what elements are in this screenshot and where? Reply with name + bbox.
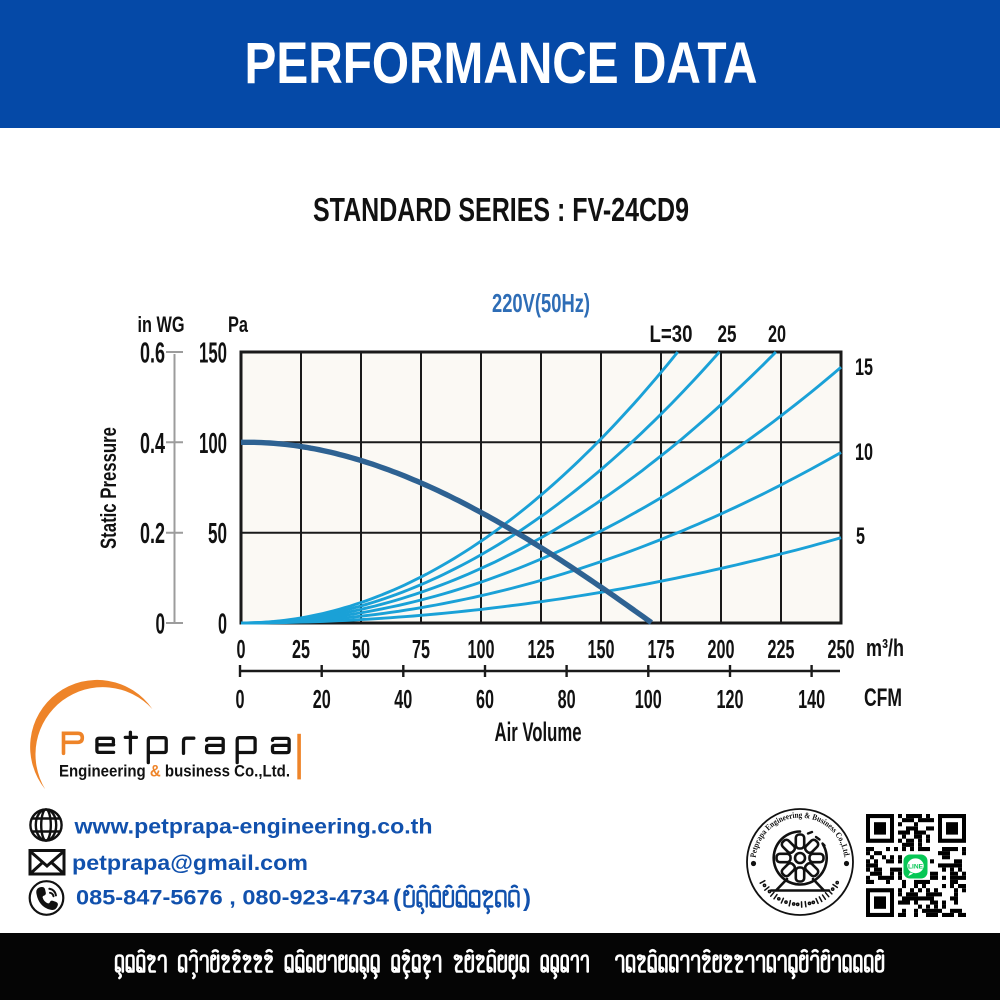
svg-text:10: 10: [855, 439, 873, 466]
svg-text:m³/h: m³/h: [866, 635, 904, 662]
svg-text:25: 25: [292, 634, 310, 664]
svg-text:140: 140: [798, 684, 825, 714]
svg-text:100: 100: [635, 684, 662, 714]
svg-text:150: 150: [199, 338, 227, 370]
svg-text:100: 100: [468, 634, 495, 664]
svg-text:(: (: [393, 885, 401, 912]
svg-text:125: 125: [528, 634, 555, 664]
svg-text:0: 0: [218, 609, 227, 641]
svg-text:Air Volume: Air Volume: [495, 717, 582, 747]
svg-text:175: 175: [648, 634, 675, 664]
svg-text:20: 20: [313, 684, 331, 714]
svg-text:L=30: L=30: [650, 321, 693, 348]
svg-text:Static Pressure: Static Pressure: [96, 427, 121, 549]
svg-text:225: 225: [768, 634, 795, 664]
svg-text:150: 150: [588, 634, 615, 664]
svg-text:0: 0: [236, 684, 245, 714]
svg-text:STANDARD SERIES : FV-24CD9: STANDARD SERIES : FV-24CD9: [313, 191, 689, 228]
svg-text:60: 60: [476, 684, 494, 714]
svg-text:40: 40: [394, 684, 412, 714]
svg-text:0: 0: [237, 634, 246, 664]
svg-text:20: 20: [768, 321, 786, 348]
svg-text:): ): [523, 885, 531, 912]
svg-text:5: 5: [856, 523, 865, 550]
svg-text:in WG: in WG: [138, 312, 185, 337]
svg-text:PERFORMANCE DATA: PERFORMANCE DATA: [245, 31, 758, 96]
svg-text:0.2: 0.2: [140, 518, 165, 550]
svg-text:0.4: 0.4: [140, 428, 165, 460]
svg-text:100: 100: [199, 428, 227, 460]
svg-text:Engineering & business Co.,Ltd: Engineering & business Co.,Ltd.: [59, 762, 290, 781]
svg-text:0.6: 0.6: [140, 338, 165, 370]
svg-text:25: 25: [718, 321, 737, 348]
svg-text:75: 75: [412, 634, 430, 664]
svg-text:Pa: Pa: [228, 312, 249, 337]
svg-text:120: 120: [717, 684, 744, 714]
svg-text:085-847-5676 , 080-923-4734: 085-847-5676 , 080-923-4734: [76, 887, 389, 910]
svg-text:250: 250: [828, 634, 855, 664]
svg-text:petprapa@gmail.com: petprapa@gmail.com: [72, 852, 308, 875]
svg-text:0: 0: [156, 609, 166, 641]
svg-text:50: 50: [208, 518, 227, 550]
svg-text:220V(50Hz): 220V(50Hz): [492, 288, 590, 318]
svg-text:15: 15: [855, 354, 873, 381]
svg-text:80: 80: [558, 684, 576, 714]
svg-text:CFM: CFM: [864, 684, 902, 712]
svg-text:50: 50: [352, 634, 370, 664]
svg-text:200: 200: [708, 634, 735, 664]
svg-text:www.petprapa-engineering.co.th: www.petprapa-engineering.co.th: [73, 816, 432, 839]
svg-text:LINE: LINE: [908, 863, 924, 870]
